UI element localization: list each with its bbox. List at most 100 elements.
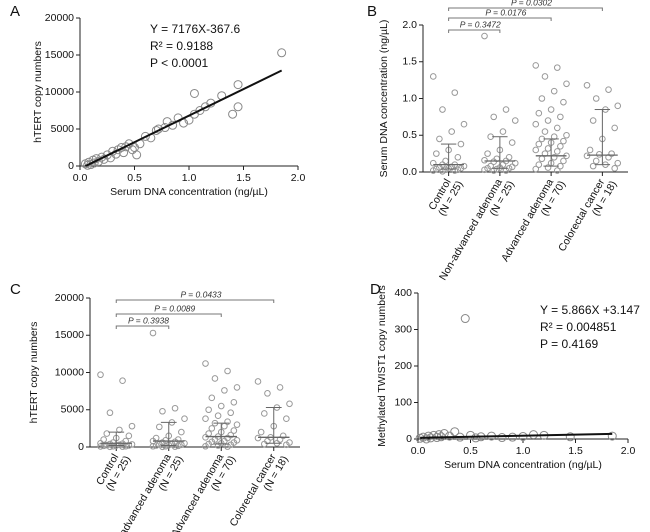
point <box>125 432 133 440</box>
point <box>557 113 564 121</box>
point <box>119 148 129 158</box>
point <box>181 415 188 422</box>
point <box>544 164 552 171</box>
point <box>230 427 238 434</box>
point <box>276 384 284 391</box>
fit-annotation: Y = 5.866X +3.147 <box>540 303 640 317</box>
point <box>451 167 459 174</box>
point <box>202 434 209 441</box>
panel-letter: C <box>10 281 21 298</box>
point <box>214 412 222 420</box>
point <box>433 150 440 157</box>
point <box>233 421 241 428</box>
point <box>592 95 600 102</box>
point <box>553 124 561 132</box>
y-tick-label: 1.0 <box>402 92 417 104</box>
point <box>214 442 222 449</box>
point <box>224 418 231 425</box>
point <box>451 89 459 96</box>
point <box>471 433 481 443</box>
regression-line <box>420 432 613 439</box>
y-tick-label: 0.0 <box>402 166 417 178</box>
point <box>460 314 470 324</box>
point <box>429 73 437 80</box>
point <box>152 442 160 449</box>
point <box>283 415 290 422</box>
point <box>230 399 238 406</box>
point <box>159 443 166 451</box>
point <box>502 167 510 174</box>
point <box>481 166 488 174</box>
point <box>508 163 516 171</box>
x-tick-label: 1.0 <box>516 445 531 457</box>
point <box>227 409 234 417</box>
p-value-label: P = 0.3472 <box>460 19 501 29</box>
y-tick-label: 5000 <box>61 404 85 416</box>
point <box>228 109 238 119</box>
point <box>553 167 561 174</box>
point <box>611 124 618 132</box>
point <box>460 120 468 128</box>
point <box>261 440 268 448</box>
fit-annotation: R² = 0.9188 <box>150 39 213 53</box>
panel-letter: B <box>367 3 377 20</box>
point <box>233 102 243 112</box>
point <box>499 128 507 135</box>
y-tick-label: 15000 <box>45 49 74 61</box>
point <box>532 120 540 128</box>
point <box>257 428 265 436</box>
point <box>442 157 449 165</box>
x-tick-label: 0.5 <box>127 172 142 184</box>
point <box>497 433 507 443</box>
point <box>614 102 622 110</box>
point <box>261 410 268 417</box>
p-value-label: P = 0.0089 <box>154 303 195 313</box>
point <box>119 377 126 384</box>
point <box>550 133 558 141</box>
comparison-bracket <box>448 17 552 21</box>
point <box>202 360 209 367</box>
point <box>156 423 163 431</box>
point <box>560 98 567 106</box>
fit-annotation: Y = 7176X-367.6 <box>150 22 241 36</box>
x-axis-label: Serum DNA concentration (ng/µL) <box>110 186 268 198</box>
point <box>589 117 597 124</box>
point <box>541 128 549 135</box>
panel-letter: A <box>10 3 20 20</box>
y-tick-label: 1.5 <box>402 56 417 68</box>
y-tick-label: 15000 <box>55 329 84 341</box>
point <box>508 432 517 442</box>
point <box>433 165 440 173</box>
point <box>445 431 454 441</box>
x-tick-label: 2.0 <box>621 445 636 457</box>
point <box>149 329 157 337</box>
y-tick-label: 2.0 <box>402 19 417 31</box>
point <box>130 143 139 152</box>
point <box>481 32 488 40</box>
y-tick-label: 5000 <box>51 123 75 135</box>
fit-annotation: P = 0.4169 <box>540 337 598 351</box>
y-tick-label: 20000 <box>45 12 74 24</box>
point <box>560 157 567 165</box>
point <box>493 165 501 173</box>
point <box>502 106 510 113</box>
point <box>583 152 591 160</box>
point <box>553 148 561 155</box>
point <box>547 106 555 113</box>
point <box>208 394 216 402</box>
point <box>116 426 123 434</box>
point <box>283 441 290 449</box>
point <box>544 145 552 152</box>
y-tick-label: 200 <box>394 360 412 372</box>
point <box>106 443 114 451</box>
point <box>436 135 443 143</box>
point <box>484 165 491 172</box>
x-tick-label: 1.5 <box>236 172 251 184</box>
point <box>532 146 540 154</box>
y-tick-label: 100 <box>394 396 412 408</box>
point <box>221 387 228 394</box>
point <box>454 166 462 174</box>
point <box>439 167 446 175</box>
point <box>457 140 465 148</box>
point <box>159 407 166 415</box>
